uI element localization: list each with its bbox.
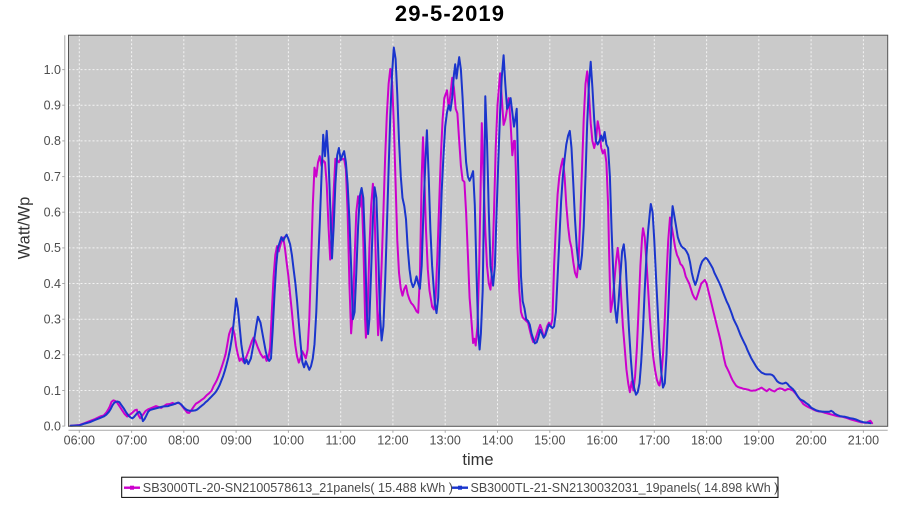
svg-text:time: time xyxy=(462,451,493,469)
svg-text:14:00: 14:00 xyxy=(482,434,513,448)
svg-text:16:00: 16:00 xyxy=(586,434,617,448)
svg-text:0.6: 0.6 xyxy=(44,206,61,220)
svg-text:11:00: 11:00 xyxy=(326,434,356,448)
svg-text:0.2: 0.2 xyxy=(44,348,61,362)
svg-text:13:00: 13:00 xyxy=(430,434,461,448)
svg-text:29-5-2019: 29-5-2019 xyxy=(395,1,505,26)
svg-text:18:00: 18:00 xyxy=(691,434,722,448)
svg-text:0.1: 0.1 xyxy=(44,384,61,398)
svg-text:0.9: 0.9 xyxy=(44,99,61,113)
svg-text:0.0: 0.0 xyxy=(44,419,61,433)
svg-text:15:00: 15:00 xyxy=(534,434,565,448)
svg-text:1.0: 1.0 xyxy=(44,63,61,77)
svg-text:SB3000TL-21-SN2130032031_19pan: SB3000TL-21-SN2130032031_19panels( 14.89… xyxy=(471,481,779,495)
svg-text:0.7: 0.7 xyxy=(44,170,61,184)
svg-text:0.3: 0.3 xyxy=(44,313,61,327)
svg-text:17:00: 17:00 xyxy=(639,434,670,448)
svg-text:SB3000TL-20-SN2100578613_21pan: SB3000TL-20-SN2100578613_21panels( 15.48… xyxy=(143,481,453,495)
svg-text:Watt/Wp: Watt/Wp xyxy=(16,197,34,260)
svg-text:10:00: 10:00 xyxy=(273,434,304,448)
svg-text:0.4: 0.4 xyxy=(44,277,61,291)
svg-text:08:00: 08:00 xyxy=(168,434,199,448)
svg-text:12:00: 12:00 xyxy=(377,434,408,448)
svg-text:09:00: 09:00 xyxy=(220,434,251,448)
svg-text:07:00: 07:00 xyxy=(116,434,147,448)
svg-text:19:00: 19:00 xyxy=(743,434,774,448)
svg-text:20:00: 20:00 xyxy=(795,434,826,448)
svg-text:0.8: 0.8 xyxy=(44,134,61,148)
svg-text:21:00: 21:00 xyxy=(848,434,879,448)
svg-text:0.5: 0.5 xyxy=(44,241,61,255)
svg-text:06:00: 06:00 xyxy=(64,434,95,448)
